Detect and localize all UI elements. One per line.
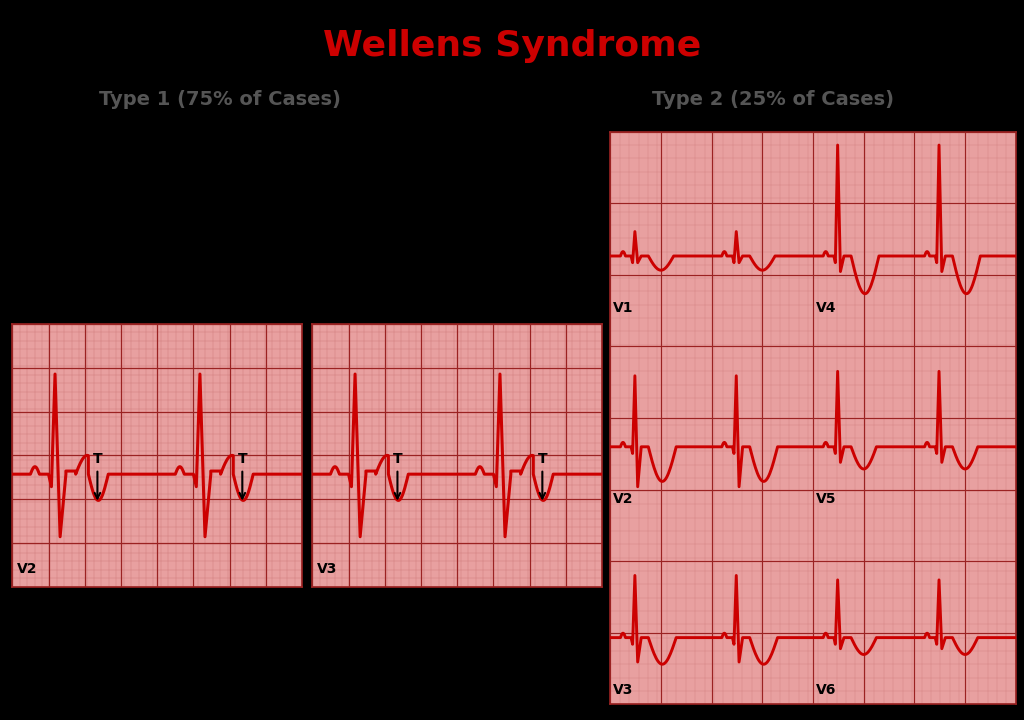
Text: V2: V2 xyxy=(16,562,37,576)
Text: Wellens Syndrome: Wellens Syndrome xyxy=(323,29,701,63)
Text: V2: V2 xyxy=(613,492,634,505)
Text: T: T xyxy=(238,452,247,498)
Text: V6: V6 xyxy=(816,683,837,696)
Text: V5: V5 xyxy=(816,492,837,505)
Text: Type 1 (75% of Cases): Type 1 (75% of Cases) xyxy=(99,90,341,109)
Text: V3: V3 xyxy=(316,562,337,576)
Text: T: T xyxy=(392,452,402,498)
Text: V3: V3 xyxy=(613,683,634,696)
Text: T: T xyxy=(92,452,102,498)
Text: V4: V4 xyxy=(816,301,837,315)
Text: Type 2 (25% of Cases): Type 2 (25% of Cases) xyxy=(652,90,894,109)
Text: T: T xyxy=(538,452,547,498)
Text: V1: V1 xyxy=(613,301,634,315)
